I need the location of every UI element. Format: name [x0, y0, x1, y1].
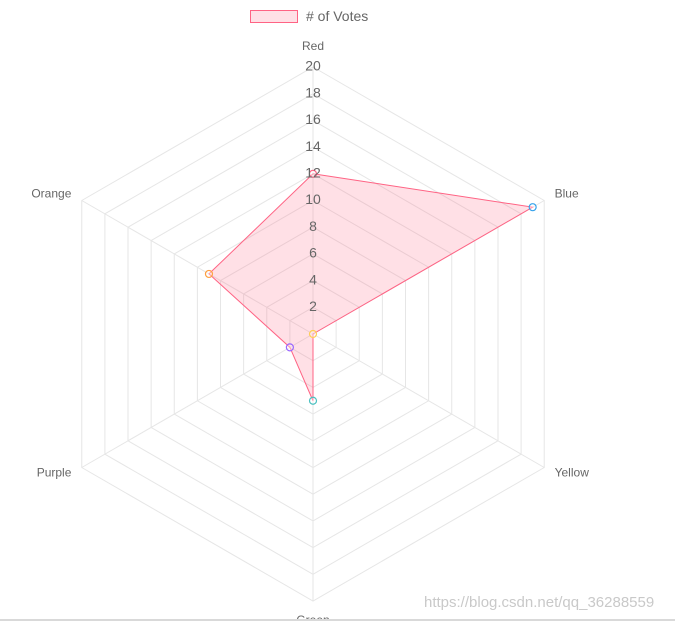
spoke-purple — [81, 333, 314, 468]
data-point-blue[interactable] — [528, 203, 537, 212]
radar-series — [204, 169, 537, 405]
data-point-orange[interactable] — [204, 269, 214, 279]
tick-label-18: 18 — [305, 84, 321, 100]
tick-label-4: 4 — [309, 271, 317, 287]
tick-label-16: 16 — [305, 111, 321, 127]
legend-label: # of Votes — [306, 8, 369, 24]
tick-label-10: 10 — [305, 191, 321, 207]
category-label-yellow: Yellow — [555, 466, 590, 480]
tick-label-12: 12 — [305, 165, 321, 181]
tick-label-14: 14 — [305, 138, 321, 154]
category-label-purple: Purple — [37, 466, 72, 480]
category-label-blue: Blue — [555, 187, 579, 201]
data-point-red[interactable] — [308, 169, 318, 178]
series-area-0 — [208, 173, 535, 401]
watermark: https://blog.csdn.net/qq_36288559 — [424, 594, 655, 611]
tick-label-8: 8 — [309, 218, 317, 234]
tick-label-2: 2 — [309, 298, 317, 314]
data-point-yellow[interactable] — [308, 329, 318, 339]
spoke-yellow — [312, 333, 545, 468]
legend-swatch — [250, 9, 298, 23]
category-label-orange: Orange — [31, 187, 71, 201]
tick-label-20: 20 — [305, 58, 321, 74]
data-point-purple[interactable] — [285, 343, 294, 352]
chart-legend[interactable]: # of Votes — [250, 7, 368, 25]
category-label-green: Green — [296, 613, 329, 621]
radar-category-labels: Red Blue Yellow Green Purple Orange — [31, 39, 589, 621]
tick-label-6: 6 — [309, 245, 317, 261]
data-point-green[interactable] — [308, 396, 318, 405]
category-label-red: Red — [302, 39, 324, 53]
spoke-orange — [81, 200, 314, 335]
bottom-divider — [0, 619, 675, 621]
radar-ticks: 2 4 6 8 10 12 14 16 18 20 — [305, 58, 321, 314]
